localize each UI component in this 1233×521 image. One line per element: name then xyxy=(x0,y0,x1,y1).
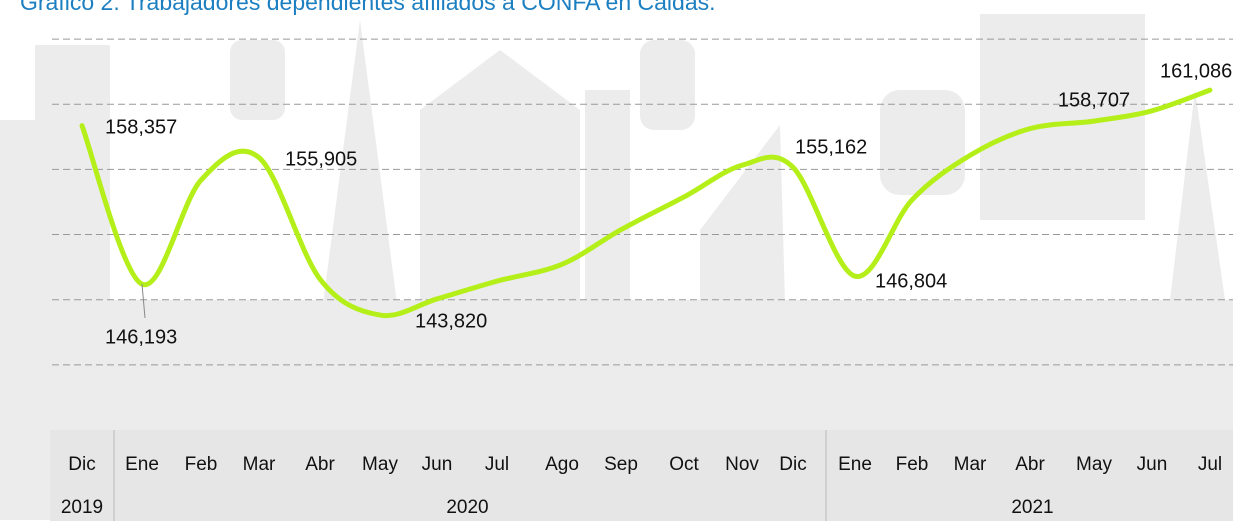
x-tick-label: Mar xyxy=(954,454,987,475)
x-tick-label: Sep xyxy=(604,454,638,475)
x-tick-label: Dic xyxy=(68,454,95,475)
data-label: 158,357 xyxy=(105,116,177,138)
x-tick-label: Jul xyxy=(1198,454,1222,475)
x-group-label: 2021 xyxy=(1011,497,1053,518)
data-label: 146,193 xyxy=(105,326,177,348)
page: Gráfico 2. Trabajadores dependientes afi… xyxy=(0,0,1233,521)
data-label: 155,905 xyxy=(285,148,357,170)
x-group-label: 2020 xyxy=(446,497,488,518)
x-tick-label: May xyxy=(1076,454,1112,475)
x-tick-label: Ene xyxy=(125,454,159,475)
x-tick-label: May xyxy=(362,454,398,475)
data-label: 143,820 xyxy=(415,310,487,332)
x-tick-label: Jul xyxy=(485,454,509,475)
chart-title: Gráfico 2. Trabajadores dependientes afi… xyxy=(20,0,716,15)
data-label: 158,707 xyxy=(1058,89,1130,111)
x-axis-band xyxy=(50,430,1233,521)
x-tick-label: Oct xyxy=(669,454,699,475)
chart: Gráfico 2. Trabajadores dependientes afi… xyxy=(0,0,1233,521)
x-tick-label: Ago xyxy=(545,454,579,475)
x-tick-label: Jun xyxy=(1137,454,1168,475)
x-tick-label: Feb xyxy=(185,454,218,475)
x-tick-label: Jun xyxy=(422,454,453,475)
x-group-label: 2019 xyxy=(61,497,103,518)
x-tick-label: Ene xyxy=(838,454,872,475)
data-label: 146,804 xyxy=(875,270,947,292)
x-tick-label: Abr xyxy=(305,454,335,475)
data-label: 161,086 xyxy=(1160,60,1232,82)
data-label: 155,162 xyxy=(795,136,867,158)
x-tick-label: Nov xyxy=(725,454,759,475)
x-tick-label: Abr xyxy=(1015,454,1045,475)
x-tick-label: Feb xyxy=(896,454,929,475)
x-tick-label: Mar xyxy=(243,454,276,475)
x-tick-label: Dic xyxy=(779,454,806,475)
